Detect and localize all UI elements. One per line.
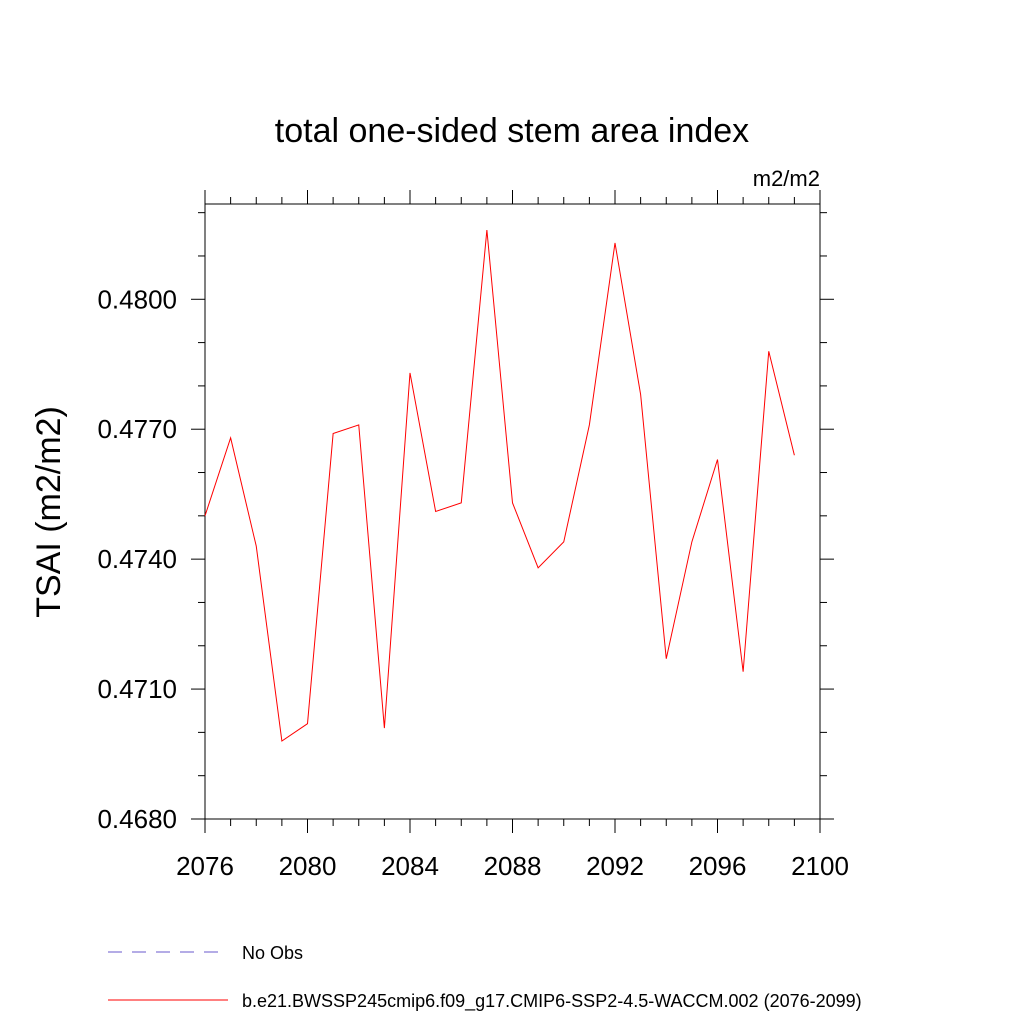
series-line <box>204 229 795 742</box>
x-tick-label: 2084 <box>381 851 439 881</box>
y-tick-label: 0.4800 <box>97 284 177 314</box>
chart-title: total one-sided stem area index <box>275 112 749 150</box>
plot-frame <box>204 203 821 820</box>
legend-entry: No Obs <box>242 943 303 963</box>
legend: No Obs b.e21.BWSSP245cmip6.f09_g17.CMIP6-… <box>108 943 862 1012</box>
y-tick-label: 0.4740 <box>97 544 177 574</box>
series-layer <box>204 229 795 742</box>
axis-ticks: 2076 2080 2084 2088 2092 2096 2100 0.4680 0.4710… <box>97 190 849 881</box>
y-tick-label: 0.4770 <box>97 414 177 444</box>
legend-entry: b.e21.BWSSP245cmip6.f09_g17.CMIP6-SSP2-4… <box>242 991 862 1012</box>
units-label: m2/m2 <box>753 166 820 191</box>
x-tick-label: 2092 <box>586 851 644 881</box>
y-axis-label: TSAI (m2/m2) <box>30 406 68 618</box>
y-tick-label: 0.4710 <box>97 674 177 704</box>
y-tick-label: 0.4680 <box>97 804 177 834</box>
x-tick-label: 2100 <box>791 851 849 881</box>
x-tick-label: 2096 <box>689 851 747 881</box>
x-tick-label: 2088 <box>484 851 542 881</box>
x-tick-label: 2080 <box>279 851 337 881</box>
x-tick-label: 2076 <box>176 851 234 881</box>
